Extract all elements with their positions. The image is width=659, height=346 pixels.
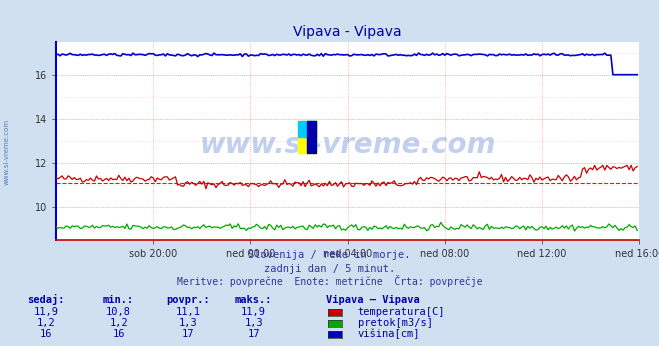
Text: Meritve: povprečne  Enote: metrične  Črta: povprečje: Meritve: povprečne Enote: metrične Črta:… [177,275,482,288]
Text: sedaj:: sedaj: [28,294,65,305]
Bar [298,121,316,153]
Text: www.si-vreme.com: www.si-vreme.com [200,131,496,159]
Text: povpr.:: povpr.: [166,295,210,305]
Text: pretok[m3/s]: pretok[m3/s] [358,318,433,328]
Text: 1,2: 1,2 [109,318,128,328]
Text: min.:: min.: [103,295,134,305]
Text: 16: 16 [40,329,52,339]
Text: 11,9: 11,9 [241,307,266,317]
Text: Slovenija / reke in morje.: Slovenija / reke in morje. [248,250,411,260]
Bar [298,121,316,137]
Text: 17: 17 [182,329,194,339]
Text: Vipava – Vipava: Vipava – Vipava [326,295,420,305]
Text: 17: 17 [248,329,260,339]
Text: 16: 16 [113,329,125,339]
Text: 10,8: 10,8 [106,307,131,317]
Title: Vipava - Vipava: Vipava - Vipava [293,25,402,39]
Bar [307,121,316,153]
Text: temperatura[C]: temperatura[C] [358,307,445,317]
Text: zadnji dan / 5 minut.: zadnji dan / 5 minut. [264,264,395,274]
Text: višina[cm]: višina[cm] [358,329,420,339]
Text: 11,1: 11,1 [175,307,200,317]
Text: www.si-vreme.com: www.si-vreme.com [4,119,10,185]
Text: 1,2: 1,2 [37,318,55,328]
Text: 1,3: 1,3 [179,318,197,328]
Text: 1,3: 1,3 [244,318,263,328]
Text: maks.:: maks.: [235,295,272,305]
Text: 11,9: 11,9 [34,307,59,317]
